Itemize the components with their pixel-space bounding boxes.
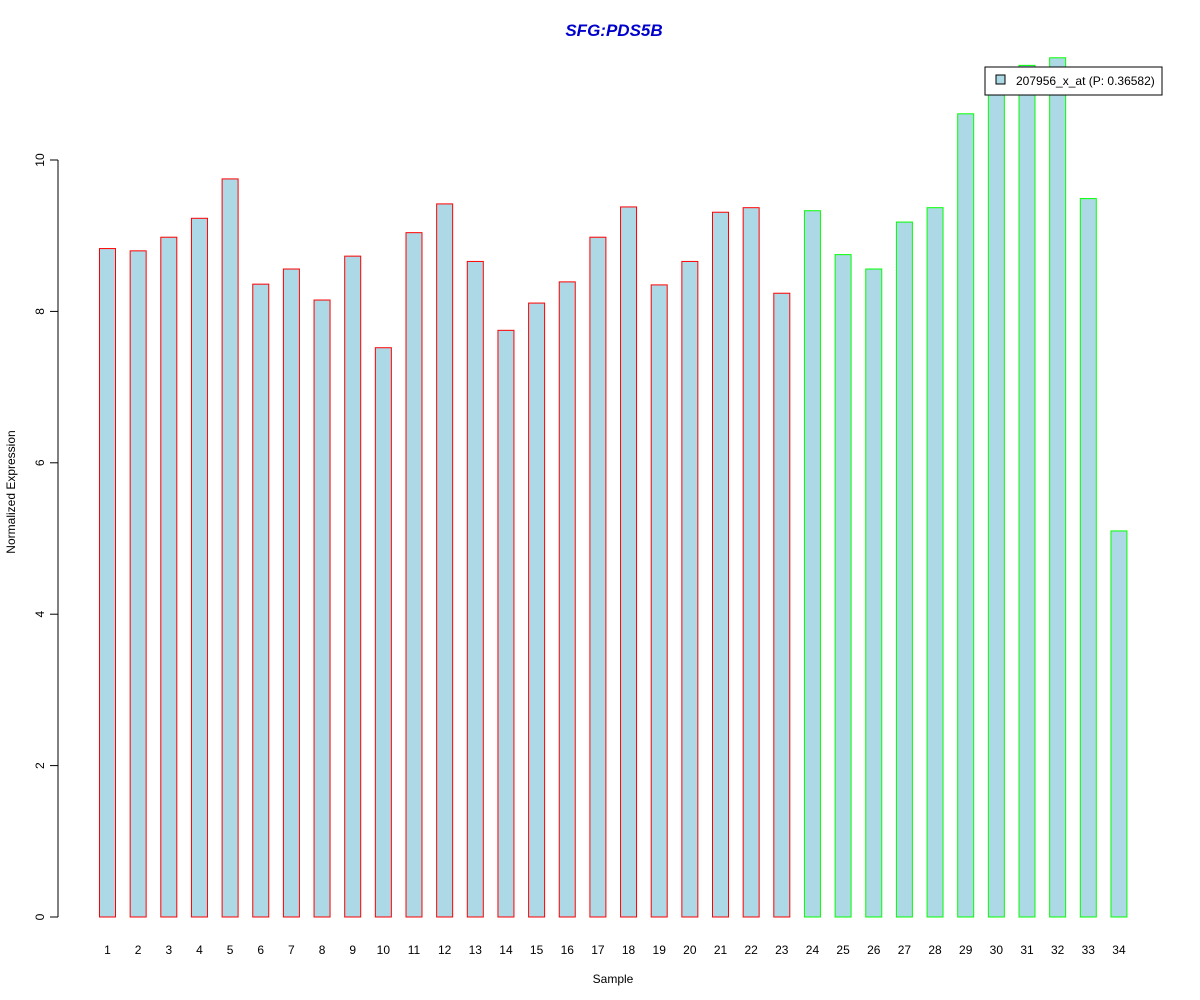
bar-sample-15 (528, 302, 546, 918)
bar-sample-27 (895, 221, 913, 918)
x-tick-label: 7 (288, 943, 295, 957)
x-tick-label: 34 (1112, 943, 1126, 957)
bar-sample-34 (1110, 530, 1128, 918)
x-tick-label: 21 (714, 943, 728, 957)
bar-sample-19 (650, 284, 668, 918)
bars (99, 57, 1128, 918)
x-axis-label: Sample (593, 972, 634, 986)
x-tick-label: 26 (867, 943, 881, 957)
x-tick-label: 23 (775, 943, 789, 957)
bar-sample-9 (344, 255, 362, 918)
x-tick-label: 30 (990, 943, 1004, 957)
legend-swatch (995, 74, 1006, 85)
x-tick-label: 12 (438, 943, 452, 957)
x-tick-label: 11 (408, 943, 421, 957)
bar-sample-4 (190, 217, 208, 918)
legend-box (984, 66, 1163, 96)
bar-sample-8 (313, 299, 331, 918)
bar-sample-12 (436, 203, 454, 918)
bar-sample-33 (1079, 198, 1097, 918)
bar-sample-32 (1049, 57, 1067, 918)
bar-sample-17 (589, 236, 607, 918)
y-tick-label: 2 (33, 762, 47, 769)
bar-sample-10 (374, 347, 392, 918)
y-tick-label: 8 (33, 308, 47, 315)
bar-sample-23 (773, 292, 791, 918)
y-tick-label: 4 (33, 611, 47, 618)
bar-sample-11 (405, 232, 423, 918)
x-tick-label: 15 (530, 943, 544, 957)
x-axis-tick-labels: 1 2 3 4 5 6 7 8 9 10 11 12 13 14 15 16 17 18 19 20 21 22 23 24 2… (104, 943, 1126, 957)
bar-sample-1 (99, 248, 116, 918)
x-tick-label: 18 (622, 943, 636, 957)
bar-sample-2 (129, 250, 147, 918)
legend-label: 207956_x_at (P: 0.36582) (1016, 74, 1155, 88)
x-tick-label: 25 (836, 943, 850, 957)
x-tick-label: 22 (744, 943, 758, 957)
x-tick-label: 8 (319, 943, 326, 957)
bar-sample-13 (466, 260, 484, 918)
bar-sample-26 (865, 268, 883, 918)
bar-sample-20 (681, 260, 699, 918)
x-tick-label: 3 (165, 943, 172, 957)
bar-sample-5 (221, 178, 239, 918)
bar-sample-25 (834, 254, 852, 918)
bar-sample-16 (558, 281, 576, 918)
legend: 207956_x_at (P: 0.36582) (984, 66, 1163, 96)
bar-sample-31 (1018, 64, 1036, 918)
x-tick-label: 6 (257, 943, 264, 957)
x-tick-label: 14 (499, 943, 513, 957)
bar-sample-29 (957, 113, 975, 918)
x-tick-label: 4 (196, 943, 203, 957)
bar-sample-18 (620, 206, 638, 918)
y-tick-label: 6 (33, 459, 47, 466)
x-tick-label: 17 (591, 943, 605, 957)
x-tick-label: 13 (469, 943, 483, 957)
y-axis-label: Normalized Expression (4, 430, 18, 553)
bar-sample-3 (160, 236, 178, 918)
x-tick-label: 20 (683, 943, 697, 957)
bar-sample-30 (987, 78, 1005, 918)
x-tick-label: 27 (898, 943, 912, 957)
x-tick-label: 16 (561, 943, 575, 957)
x-tick-label: 31 (1020, 943, 1034, 957)
x-tick-label: 33 (1082, 943, 1096, 957)
x-tick-label: 2 (135, 943, 142, 957)
bar-sample-6 (252, 283, 270, 918)
x-tick-label: 19 (653, 943, 667, 957)
bar-sample-24 (803, 210, 821, 918)
x-tick-label: 24 (806, 943, 820, 957)
x-tick-label: 10 (377, 943, 391, 957)
bar-sample-14 (497, 329, 515, 918)
chart-title: SFG:PDS5B (565, 21, 662, 40)
x-tick-label: 28 (928, 943, 942, 957)
x-tick-label: 5 (227, 943, 234, 957)
bar-sample-22 (742, 207, 760, 918)
bar-sample-21 (712, 211, 729, 918)
x-tick-label: 1 (104, 943, 111, 957)
x-tick-label: 29 (959, 943, 973, 957)
y-tick-label: 10 (33, 153, 47, 167)
y-axis: 0 2 4 6 8 10 (33, 153, 59, 920)
x-tick-label: 32 (1051, 943, 1065, 957)
bar-sample-28 (926, 207, 944, 918)
x-tick-label: 9 (349, 943, 356, 957)
y-tick-label: 0 (33, 913, 47, 920)
bar-sample-7 (282, 268, 300, 918)
